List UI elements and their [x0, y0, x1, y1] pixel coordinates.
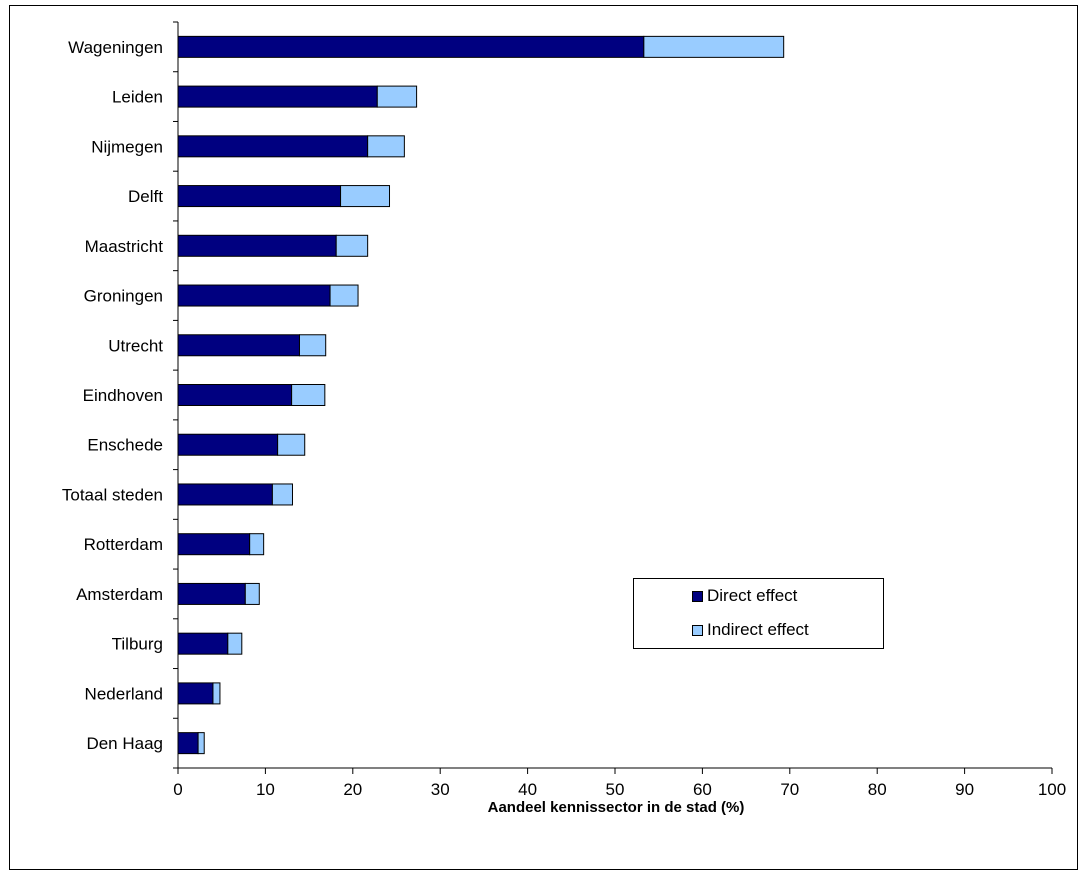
- bar-direct-groningen: [177, 284, 331, 307]
- legend-swatch-direct: [692, 590, 703, 602]
- category-label-nederland: Nederland: [85, 684, 163, 703]
- bar-direct-nijmegen: [177, 135, 369, 158]
- bar-indirect-den-haag: [197, 732, 205, 755]
- bar-indirect-wageningen: [643, 35, 785, 58]
- category-label-nijmegen: Nijmegen: [91, 137, 163, 156]
- legend-item-indirect: Indirect effect: [692, 620, 809, 640]
- bar-indirect-amsterdam: [244, 582, 260, 605]
- x-tick-label: 30: [431, 780, 450, 799]
- bar-direct-leiden: [177, 85, 378, 108]
- bar-indirect-rotterdam: [249, 533, 265, 556]
- bar-direct-delft: [177, 185, 342, 208]
- bar-indirect-nederland: [212, 682, 221, 705]
- bar-direct-maastricht: [177, 234, 337, 257]
- bar-direct-utrecht: [177, 334, 300, 357]
- bar-indirect-delft: [340, 185, 391, 208]
- bar-indirect-leiden: [376, 85, 418, 108]
- category-label-rotterdam: Rotterdam: [84, 535, 163, 554]
- x-tick-label: 40: [518, 780, 537, 799]
- x-tick-label: 100: [1038, 780, 1066, 799]
- bar-indirect-maastricht: [335, 234, 369, 257]
- category-label-wageningen: Wageningen: [68, 38, 163, 57]
- category-label-amsterdam: Amsterdam: [76, 585, 163, 604]
- x-tick-label: 50: [606, 780, 625, 799]
- category-label-enschede: Enschede: [87, 436, 163, 455]
- category-label-tilburg: Tilburg: [112, 635, 163, 654]
- bar-direct-den-haag: [177, 732, 199, 755]
- legend-label-indirect: Indirect effect: [707, 620, 809, 639]
- x-tick-label: 20: [343, 780, 362, 799]
- legend-swatch-indirect: [692, 624, 703, 636]
- bar-indirect-nijmegen: [367, 135, 405, 158]
- bar-direct-rotterdam: [177, 533, 251, 556]
- category-label-den-haag: Den Haag: [86, 734, 163, 753]
- bar-indirect-tilburg: [227, 632, 243, 655]
- x-tick-label: 60: [693, 780, 712, 799]
- category-label-maastricht: Maastricht: [85, 237, 164, 256]
- bar-direct-nederland: [177, 682, 214, 705]
- bar-direct-enschede: [177, 433, 279, 456]
- category-label-groningen: Groningen: [84, 287, 163, 306]
- x-tick-label: 0: [173, 780, 182, 799]
- bar-indirect-utrecht: [298, 334, 327, 357]
- legend-label-direct: Direct effect: [707, 586, 798, 605]
- bar-indirect-groningen: [329, 284, 359, 307]
- bar-direct-amsterdam: [177, 582, 246, 605]
- bar-indirect-totaal-steden: [271, 483, 293, 506]
- bar-direct-wageningen: [177, 35, 645, 58]
- category-label-totaal-steden: Totaal steden: [62, 485, 163, 504]
- x-axis-title: Aandeel kennissector in de stad (%): [488, 799, 745, 816]
- bar-direct-tilburg: [177, 632, 229, 655]
- legend-item-direct: Direct effect: [692, 586, 797, 606]
- bar-indirect-eindhoven: [291, 384, 326, 406]
- bar-direct-eindhoven: [177, 384, 293, 406]
- category-label-utrecht: Utrecht: [108, 336, 163, 355]
- legend: Direct effect Indirect effect: [633, 578, 884, 649]
- bar-indirect-enschede: [277, 433, 306, 456]
- category-label-eindhoven: Eindhoven: [83, 386, 163, 405]
- x-tick-label: 10: [256, 780, 275, 799]
- bar-direct-totaal-steden: [177, 483, 273, 506]
- x-tick-label: 80: [868, 780, 887, 799]
- category-label-delft: Delft: [128, 187, 163, 206]
- x-tick-label: 90: [955, 780, 974, 799]
- x-tick-label: 70: [780, 780, 799, 799]
- category-label-leiden: Leiden: [112, 88, 163, 107]
